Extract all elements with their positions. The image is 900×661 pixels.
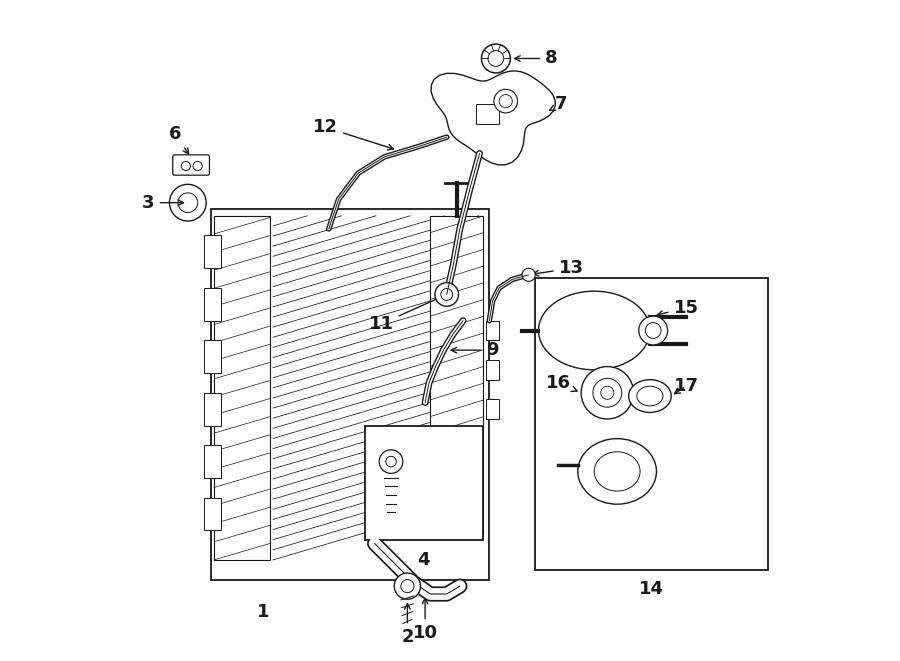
- Text: 5: 5: [407, 446, 482, 464]
- Ellipse shape: [594, 451, 640, 491]
- Text: 14: 14: [639, 580, 664, 598]
- Text: 16: 16: [545, 374, 577, 392]
- Circle shape: [386, 456, 396, 467]
- Text: 3: 3: [142, 194, 184, 212]
- Bar: [204, 498, 220, 530]
- Ellipse shape: [578, 439, 656, 504]
- Text: 17: 17: [673, 377, 698, 395]
- Bar: [204, 446, 220, 478]
- Bar: [204, 235, 220, 268]
- Text: 11: 11: [369, 296, 443, 333]
- Circle shape: [178, 193, 198, 213]
- Circle shape: [181, 161, 191, 171]
- Text: 13: 13: [533, 259, 584, 277]
- Circle shape: [601, 386, 614, 399]
- Bar: [476, 104, 500, 124]
- Circle shape: [522, 268, 536, 282]
- Ellipse shape: [637, 386, 663, 406]
- Circle shape: [441, 289, 453, 300]
- Text: 8: 8: [515, 50, 558, 67]
- Circle shape: [581, 367, 634, 419]
- Bar: [486, 360, 500, 379]
- Text: 2: 2: [401, 603, 414, 646]
- Ellipse shape: [628, 379, 671, 412]
- Circle shape: [194, 161, 202, 171]
- Text: 9: 9: [451, 341, 499, 359]
- Text: 1: 1: [256, 603, 269, 621]
- Bar: [536, 278, 768, 570]
- Polygon shape: [431, 71, 555, 165]
- Bar: [214, 215, 270, 560]
- Circle shape: [639, 316, 668, 345]
- Text: 7: 7: [550, 95, 568, 114]
- Circle shape: [169, 184, 206, 221]
- Circle shape: [394, 573, 420, 600]
- Circle shape: [645, 323, 662, 338]
- Ellipse shape: [538, 292, 650, 369]
- Circle shape: [593, 378, 622, 407]
- Text: 10: 10: [412, 598, 437, 642]
- Text: 12: 12: [313, 118, 393, 150]
- Bar: [430, 215, 482, 533]
- Bar: [486, 399, 500, 419]
- Text: 6: 6: [168, 125, 189, 154]
- Circle shape: [494, 89, 518, 113]
- Circle shape: [435, 283, 458, 306]
- Circle shape: [488, 51, 504, 66]
- Circle shape: [482, 44, 510, 73]
- FancyBboxPatch shape: [173, 155, 210, 175]
- Bar: [486, 321, 500, 340]
- Bar: [204, 288, 220, 321]
- Bar: [364, 426, 482, 540]
- Bar: [211, 210, 490, 580]
- Bar: [204, 340, 220, 373]
- Bar: [204, 393, 220, 426]
- Circle shape: [379, 449, 403, 473]
- Text: 4: 4: [418, 551, 430, 569]
- Circle shape: [400, 580, 414, 593]
- Text: 15: 15: [657, 299, 698, 317]
- Circle shape: [500, 95, 512, 108]
